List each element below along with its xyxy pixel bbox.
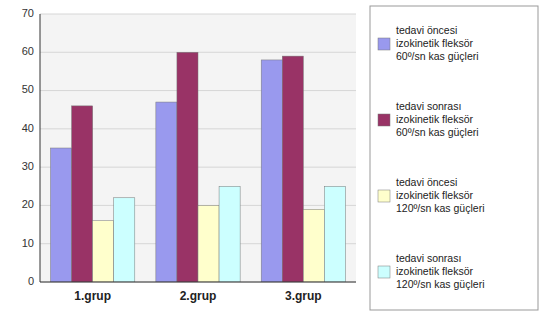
bar (93, 221, 114, 282)
legend-label-line: 60º/sn kas güçleri (396, 50, 479, 62)
y-tick-label: 70 (22, 7, 34, 19)
bar (324, 186, 345, 282)
y-tick-label: 0 (28, 275, 34, 287)
bar (261, 60, 282, 282)
legend-swatch (378, 190, 390, 202)
legend-swatch (378, 266, 390, 278)
bars (51, 52, 346, 282)
bar (303, 209, 324, 282)
legend-label: tedavi sonrasıizokinetik fleksör120º/sn … (396, 252, 484, 290)
legend-box (370, 6, 538, 310)
x-tick-label: 1.grup (74, 289, 111, 303)
y-tick-label: 40 (22, 122, 34, 134)
legend-label-line: izokinetik fleksör (396, 265, 474, 277)
legend-label-line: izokinetik fleksör (396, 189, 474, 201)
legend-label: tedavi sonrasıizokinetik fleksör60º/sn k… (396, 100, 479, 138)
bar (219, 186, 240, 282)
bar (156, 102, 177, 282)
grid-line (40, 282, 356, 283)
legend-swatch (378, 38, 390, 50)
y-tick-label: 60 (22, 45, 34, 57)
legend-label-line: izokinetik fleksör (396, 113, 474, 125)
legend-label-line: tedavi öncesi (396, 24, 457, 36)
x-axis-line (40, 282, 356, 283)
bar (51, 148, 72, 282)
y-axis-line (40, 14, 41, 282)
legend-label-line: tedavi sonrası (396, 100, 461, 112)
y-tick-label: 50 (22, 83, 34, 95)
chart-svg: 0 10 20 30 40 50 60 70 1.grup 2.grup 3.grup tedavi … (0, 0, 544, 316)
y-tick-label: 10 (22, 237, 34, 249)
y-tick-label: 20 (22, 198, 34, 210)
legend-label-line: 120º/sn kas güçleri (396, 202, 484, 214)
bar (177, 52, 198, 282)
y-tick-label: 30 (22, 160, 34, 172)
legend-label: tedavi öncesiizokinetik fleksör120º/sn k… (396, 176, 484, 214)
grid-line (40, 14, 356, 15)
legend-label-line: tedavi sonrası (396, 252, 461, 264)
legend-label-line: tedavi öncesi (396, 176, 457, 188)
plot-background (40, 14, 356, 282)
bar (72, 106, 93, 282)
legend-swatch (378, 114, 390, 126)
bar (114, 198, 135, 282)
chart-container: 0 10 20 30 40 50 60 70 1.grup 2.grup 3.grup tedavi … (0, 0, 544, 316)
legend-label-line: 60º/sn kas güçleri (396, 126, 479, 138)
legend-label-line: 120º/sn kas güçleri (396, 278, 484, 290)
bar (198, 205, 219, 282)
legend-label: tedavi öncesiizokinetik fleksör60º/sn ka… (396, 24, 479, 62)
legend: tedavi öncesiizokinetik fleksör60º/sn ka… (370, 6, 538, 310)
legend-label-line: izokinetik fleksör (396, 37, 474, 49)
x-tick-label: 3.grup (285, 289, 322, 303)
bar (282, 56, 303, 282)
x-tick-label: 2.grup (180, 289, 217, 303)
